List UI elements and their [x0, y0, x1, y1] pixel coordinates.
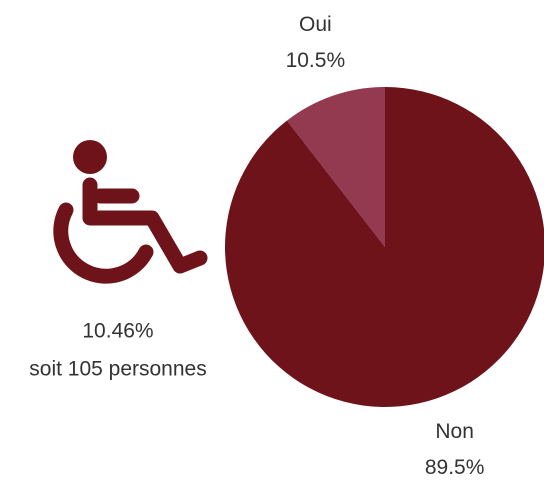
value-label: 10.5%: [286, 49, 346, 72]
annotation: 10.46%: [82, 320, 153, 343]
slice-label: Non: [435, 420, 474, 443]
annotation: soit 105 personnes: [29, 358, 206, 381]
value-label: 89.5%: [425, 456, 485, 479]
slice-label: Oui: [299, 13, 332, 36]
wheelchair-icon: [53, 140, 208, 284]
pie-slice: [225, 87, 544, 407]
pie-slice: [286, 87, 385, 247]
